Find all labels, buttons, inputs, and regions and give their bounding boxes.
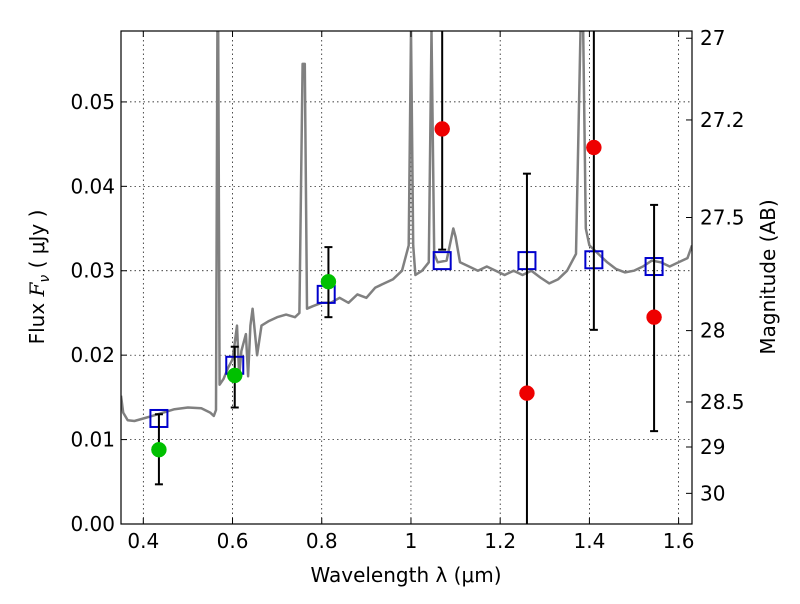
y-axis-title-subscript: ν — [37, 275, 53, 283]
y2-ticks: 27 27.2 27.5 28 28.5 29 30 — [686, 26, 745, 505]
y-tick-label: 0.04 — [70, 174, 115, 198]
y2-tick-label: 27.5 — [700, 205, 745, 229]
x-tick-label: 0.4 — [127, 529, 159, 553]
y-axis-title: Flux Fν ( μJy ) — [25, 210, 53, 345]
observed-flux-point — [227, 367, 243, 384]
grid-lines — [121, 31, 692, 525]
y-tick-label: 0.05 — [70, 90, 115, 114]
x-tick-label: 0.6 — [217, 529, 249, 553]
observed-flux-point — [320, 273, 337, 290]
x-tick-label: 1 — [405, 529, 418, 553]
plot-frame — [120, 30, 693, 525]
model-flux-square — [432, 251, 452, 271]
y2-tick-label: 30 — [700, 481, 725, 505]
y-axis-title-prefix: Flux — [25, 296, 49, 344]
y2-tick-label: 27 — [700, 26, 725, 50]
y2-tick-label: 28.5 — [700, 390, 745, 414]
y-tick-label: 0.02 — [70, 343, 115, 367]
model-spectrum-line — [121, 31, 692, 423]
y-axis-title-symbol: F — [25, 281, 49, 297]
x-tick-label: 0.8 — [306, 529, 338, 553]
x-axis-title: Wavelength λ (μm) — [310, 563, 501, 587]
y-tick-label: 0.01 — [70, 428, 115, 452]
observed-flux-point — [586, 139, 602, 156]
x-tick-label: 1.2 — [484, 529, 516, 553]
observed-flux-point — [519, 385, 535, 401]
observed-flux-point — [646, 309, 662, 325]
observed-flux-point — [434, 121, 450, 137]
x-tick-label: 1.4 — [573, 529, 605, 553]
y2-tick-label: 27.2 — [700, 108, 745, 132]
x-tick-label: 1.6 — [663, 529, 695, 553]
y2-tick-label: 29 — [700, 435, 725, 459]
y-ticks: 0.00 0.01 0.02 0.03 0.04 0.05 — [70, 90, 127, 536]
y2-tick-label: 28 — [700, 319, 725, 343]
y-tick-label: 0.03 — [70, 259, 115, 283]
y-axis-title-unit: ( μJy ) — [25, 210, 49, 275]
plot-area — [121, 31, 692, 524]
x-ticks: 0.4 0.6 0.8 1 1.2 1.4 1.6 — [127, 31, 695, 553]
y-tick-label: 0.00 — [70, 512, 115, 536]
y2-axis-title: Magnitude (AB) — [756, 199, 780, 354]
observed-flux-point — [151, 441, 167, 458]
